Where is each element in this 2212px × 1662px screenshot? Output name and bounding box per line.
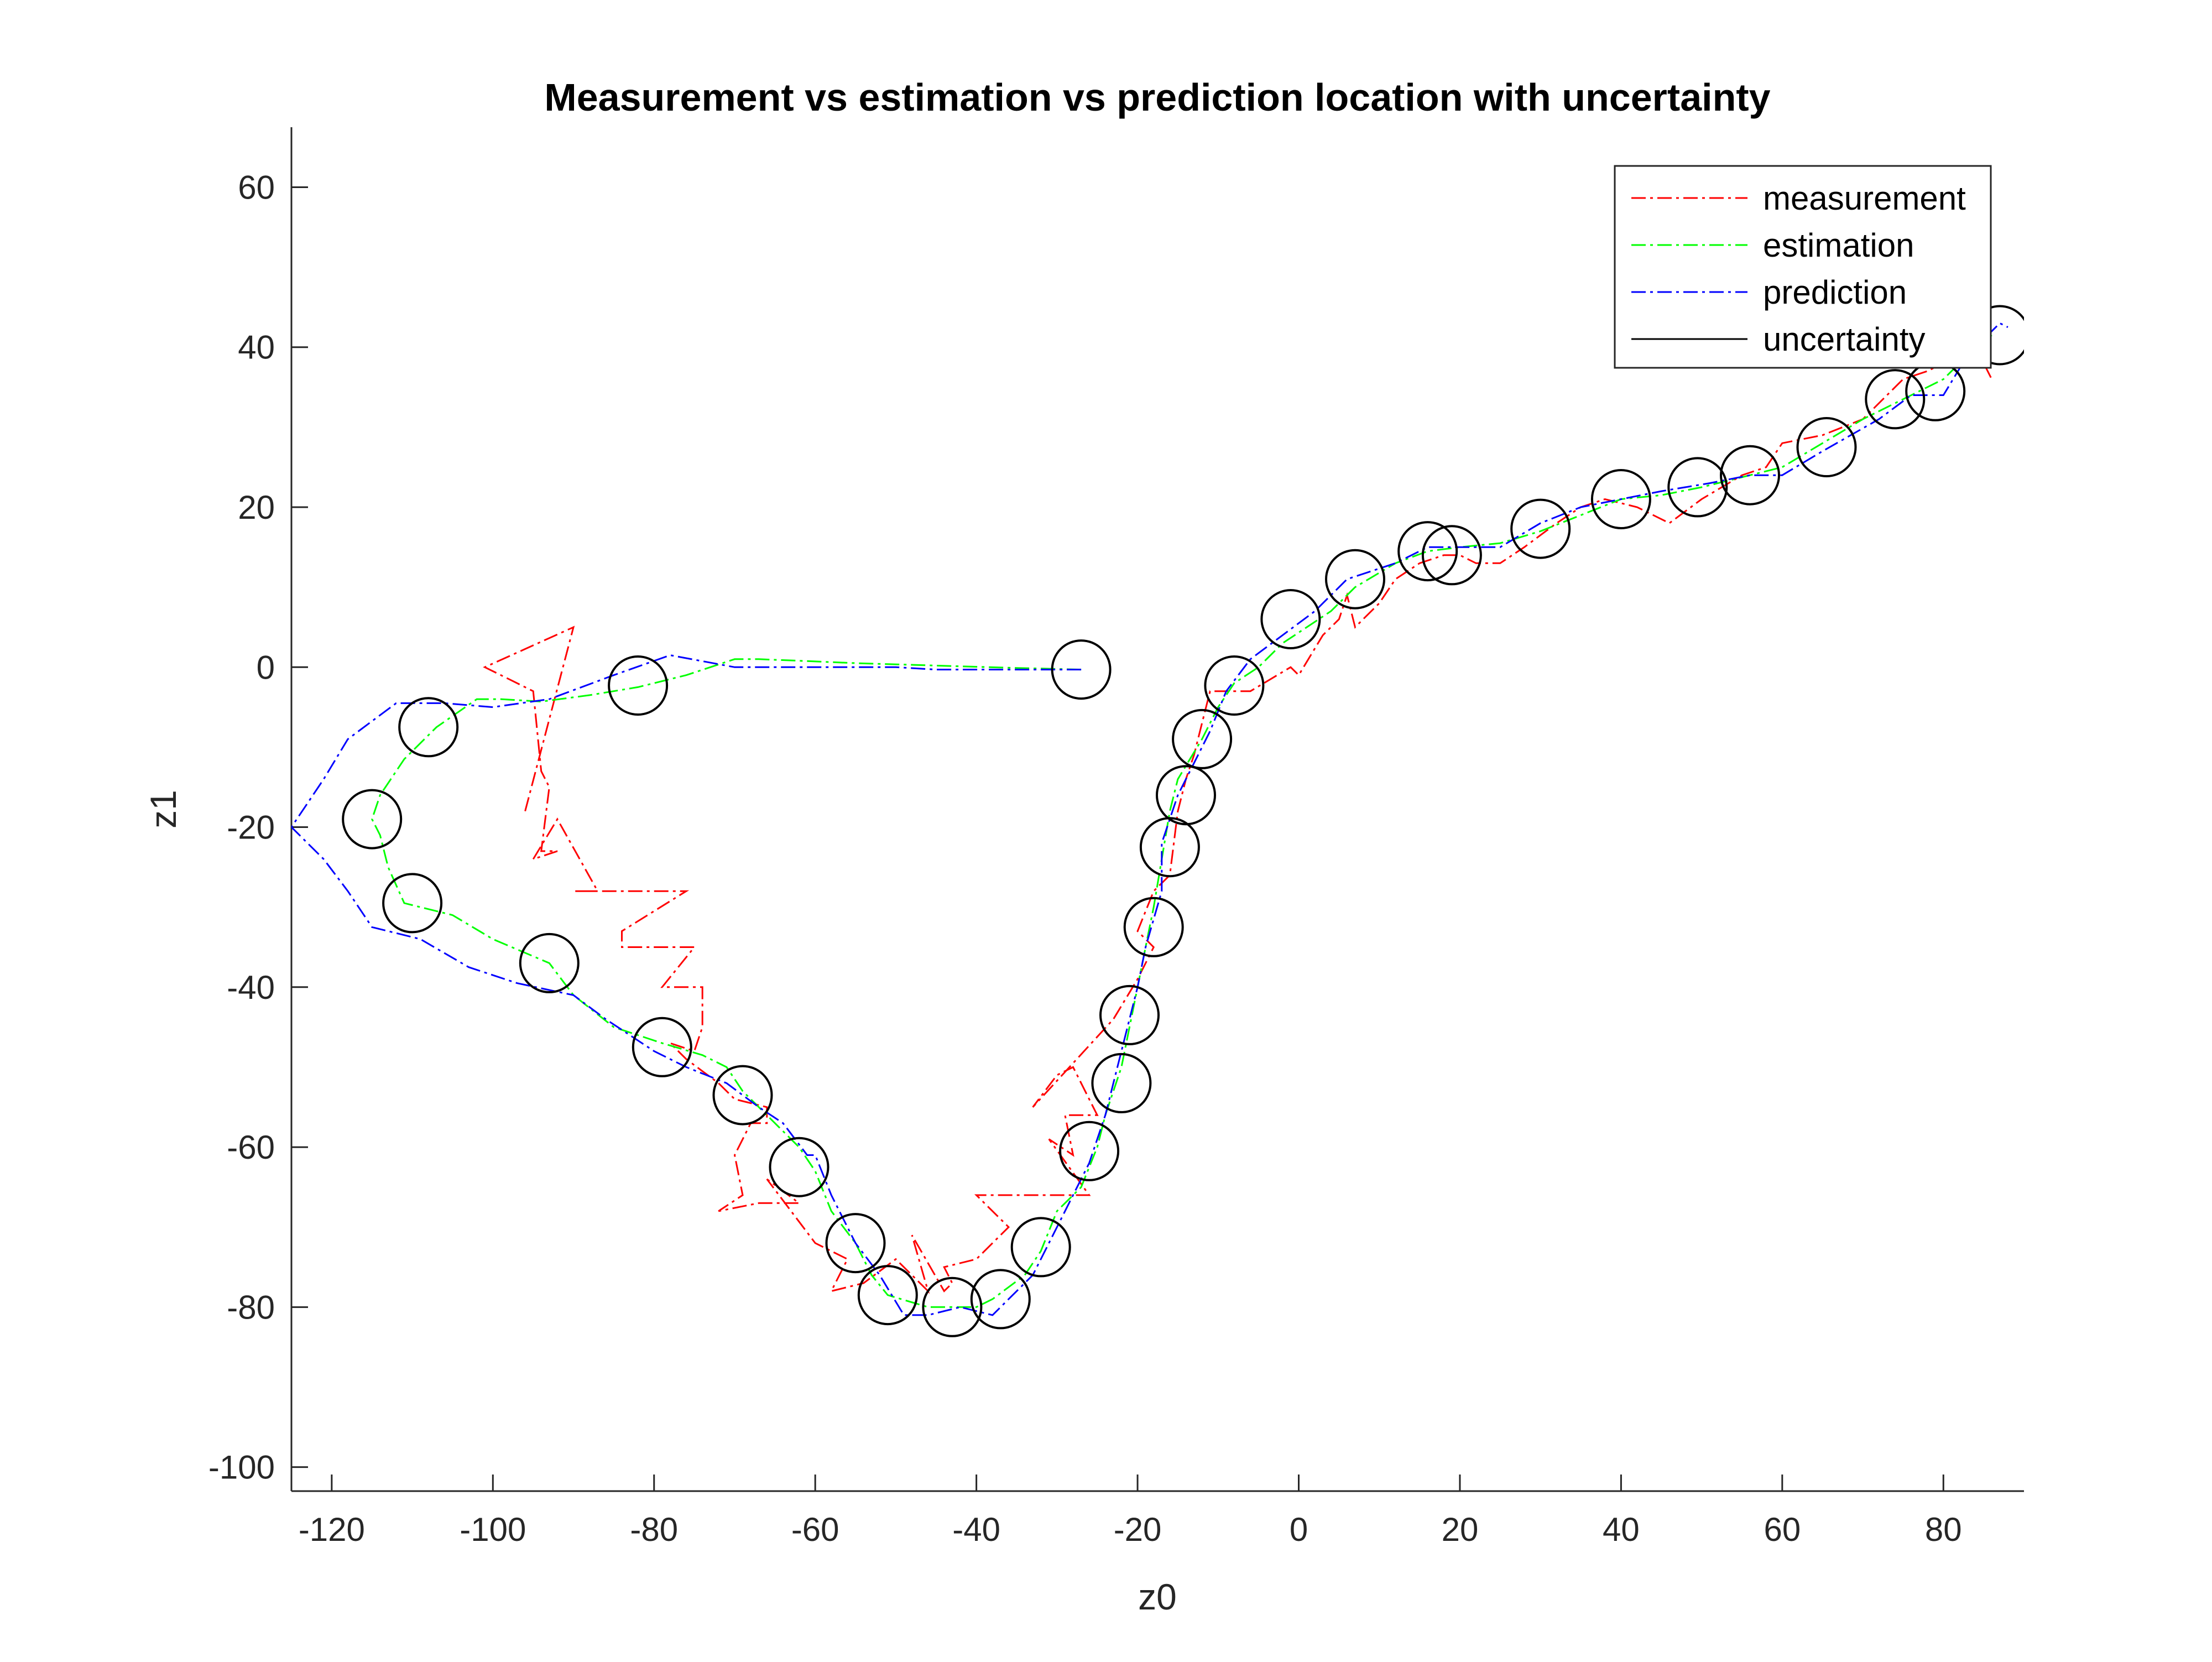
uncertainty-circle (1397, 521, 1458, 582)
legend: measurement estimation prediction uncertain… (1614, 165, 1992, 369)
uncertainty-circle (1421, 525, 1482, 586)
uncertainty-circle (519, 932, 580, 993)
uncertainty-circle (632, 1017, 692, 1077)
y-tick-label: 60 (238, 169, 275, 206)
uncertainty-circle (1905, 361, 1966, 421)
uncertainty-circle (1590, 469, 1651, 529)
series-line-estimation (371, 334, 1992, 1308)
uncertainty-circle (1796, 417, 1857, 477)
x-tick-label: 40 (1603, 1511, 1640, 1548)
uncertainty-circle (608, 655, 669, 716)
chart-title: Measurement vs estimation vs prediction … (544, 76, 1770, 119)
uncertainty-circle (1059, 1121, 1120, 1181)
uncertainty-circle (342, 789, 403, 850)
uncertainty-circle (1010, 1217, 1071, 1278)
y-tick-label: -100 (208, 1449, 275, 1486)
uncertainty-circle (970, 1269, 1031, 1330)
axes: -120 -100 -80 -60 -40 -20 0 20 40 60 80 -100 -80 -60 -… (208, 127, 2024, 1548)
legend-entry-measurement: measurement (1763, 180, 1966, 217)
uncertainty-circle (1667, 457, 1728, 518)
uncertainty-circle (1156, 765, 1216, 826)
uncertainty-circle (1510, 498, 1571, 559)
uncertainty-circle (1204, 655, 1265, 716)
x-axis-label: z0 (1138, 1576, 1177, 1617)
uncertainty-circle (1865, 369, 1926, 430)
y-tick-label: 20 (238, 489, 275, 526)
uncertainty-circle (1051, 639, 1112, 700)
uncertainty-circle (857, 1265, 918, 1326)
y-tick-label: -20 (227, 809, 275, 846)
uncertainty-circle (1720, 445, 1780, 506)
y-axis-label: z1 (143, 790, 184, 829)
x-tick-label: -100 (460, 1511, 526, 1548)
x-tick-label: 20 (1442, 1511, 1479, 1548)
uncertainty-circle (382, 873, 443, 934)
uncertainty-circle (1260, 589, 1321, 649)
y-tick-label: -60 (227, 1129, 275, 1166)
x-tick-label: -20 (1114, 1511, 1162, 1548)
uncertainty-circle (825, 1213, 886, 1274)
series-line-prediction (291, 322, 2008, 1316)
uncertainty-circle (1099, 984, 1160, 1045)
x-tick-label: 60 (1764, 1511, 1801, 1548)
y-tick-label: -40 (227, 969, 275, 1006)
uncertainty-circle (1123, 897, 1184, 957)
legend-entry-estimation: estimation (1763, 227, 1914, 264)
x-tick-label: -40 (952, 1511, 1000, 1548)
uncertainty-circle (398, 697, 459, 758)
x-tick-label: -60 (791, 1511, 839, 1548)
y-tick-label: 40 (238, 329, 275, 366)
uncertainty-layer (342, 305, 2024, 1337)
legend-box (1614, 165, 1992, 369)
x-tick-label: -120 (299, 1511, 365, 1548)
legend-entry-prediction: prediction (1763, 274, 1907, 311)
legend-entry-uncertainty: uncertainty (1763, 321, 1926, 358)
x-tick-label: 80 (1925, 1511, 1962, 1548)
uncertainty-circle (1091, 1053, 1152, 1113)
series-line-measurement (483, 354, 1993, 1294)
uncertainty-circle (712, 1065, 773, 1126)
uncertainty-circle (1139, 817, 1200, 878)
uncertainty-circle (1325, 549, 1385, 609)
y-tick-label: -80 (227, 1289, 275, 1326)
series-layer (291, 322, 2008, 1316)
x-tick-label: 0 (1290, 1511, 1308, 1548)
uncertainty-circle (769, 1137, 830, 1197)
x-tick-label: -80 (630, 1511, 678, 1548)
uncertainty-circle (922, 1277, 983, 1337)
uncertainty-circle (1172, 708, 1233, 769)
y-tick-label: 0 (257, 649, 275, 686)
